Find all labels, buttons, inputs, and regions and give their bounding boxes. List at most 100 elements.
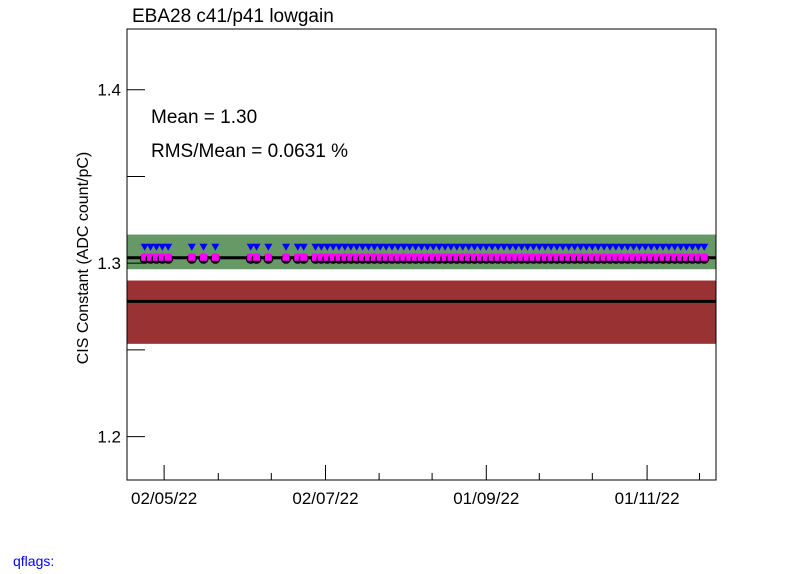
data-point-triangle <box>187 243 196 251</box>
data-point-square <box>553 253 561 261</box>
data-point-square <box>641 253 649 261</box>
data-point-triangle <box>547 243 556 251</box>
data-point-triangle <box>511 243 520 251</box>
data-point-square <box>429 253 437 261</box>
data-point-square <box>329 253 337 261</box>
data-point-triangle <box>488 243 497 251</box>
data-point-triangle <box>552 243 561 251</box>
data-point-triangle <box>694 243 703 251</box>
data-point-triangle <box>393 243 402 251</box>
plot-frame <box>126 28 717 481</box>
y-tick-label: 1.4 <box>97 81 121 100</box>
data-point-square <box>247 253 255 261</box>
data-point-square <box>152 253 160 261</box>
data-point-square <box>406 253 414 261</box>
data-point-triangle <box>452 243 461 251</box>
data-point-square <box>600 253 608 261</box>
y-axis-label: CIS Constant (ADC count/pC) <box>75 152 92 365</box>
data-point-triangle <box>470 243 479 251</box>
qflags-label: qflags: <box>13 553 55 569</box>
data-point-triangle <box>476 243 485 251</box>
x-tick-label: 02/07/22 <box>292 489 358 508</box>
data-point-square <box>347 253 355 261</box>
data-point-square <box>659 253 667 261</box>
data-point-triangle <box>558 243 567 251</box>
data-point-triangle <box>152 243 161 251</box>
data-point-square <box>488 253 496 261</box>
data-point-triangle <box>399 243 408 251</box>
data-point-triangle <box>388 243 397 251</box>
data-point-square <box>200 253 208 261</box>
chart-title: EBA28 c41/p41 lowgain <box>132 6 334 27</box>
data-point-square <box>471 253 479 261</box>
data-point-square <box>506 253 514 261</box>
data-point-square <box>582 253 590 261</box>
data-point-triangle <box>564 243 573 251</box>
data-point-square <box>635 253 643 261</box>
data-point-square <box>688 253 696 261</box>
data-point-square <box>453 253 461 261</box>
data-point-square <box>323 253 331 261</box>
data-point-square <box>335 253 343 261</box>
data-point-triangle <box>211 243 220 251</box>
data-point-square <box>500 253 508 261</box>
data-point-square <box>512 253 520 261</box>
data-point-square <box>317 253 325 261</box>
data-point-triangle <box>282 243 291 251</box>
data-point-square <box>388 253 396 261</box>
band-green <box>127 234 716 270</box>
data-point-square <box>547 253 555 261</box>
data-point-square <box>164 253 172 261</box>
data-point-square <box>677 253 685 261</box>
data-point-triangle <box>435 243 444 251</box>
data-point-triangle <box>482 243 491 251</box>
data-point-triangle <box>299 243 308 251</box>
data-point-square <box>518 253 526 261</box>
data-point-triangle <box>499 243 508 251</box>
x-tick-label: 01/11/22 <box>615 489 680 508</box>
data-point-triangle <box>423 243 432 251</box>
x-tick-label: 02/05/22 <box>131 489 197 508</box>
data-point-square <box>694 253 702 261</box>
data-point-triangle <box>688 243 697 251</box>
data-point-square <box>494 253 502 261</box>
data-point-square <box>382 253 390 261</box>
data-point-square <box>447 253 455 261</box>
data-point-square <box>606 253 614 261</box>
data-point-triangle <box>340 243 349 251</box>
data-point-triangle <box>264 243 273 251</box>
data-point-triangle <box>653 243 662 251</box>
data-point-triangle <box>446 243 455 251</box>
data-point-triangle <box>346 243 355 251</box>
data-point-square <box>459 253 467 261</box>
data-point-triangle <box>164 243 173 251</box>
data-point-triangle <box>529 243 538 251</box>
data-point-triangle <box>411 243 420 251</box>
data-point-square <box>612 253 620 261</box>
data-point-triangle <box>611 243 620 251</box>
data-point-square <box>364 253 372 261</box>
band-red <box>127 280 716 344</box>
data-point-triangle <box>582 243 591 251</box>
data-point-triangle <box>417 243 426 251</box>
data-point-square <box>529 253 537 261</box>
data-point-square <box>412 253 420 261</box>
data-point-triangle <box>600 243 609 251</box>
data-point-square <box>476 253 484 261</box>
data-point-square <box>700 253 708 261</box>
data-point-triangle <box>576 243 585 251</box>
data-point-triangle <box>352 243 361 251</box>
data-point-square <box>353 253 361 261</box>
mean-stat: Mean = 1.30 <box>151 107 257 128</box>
data-point-square <box>535 253 543 261</box>
data-point-square <box>441 253 449 261</box>
data-point-triangle <box>441 243 450 251</box>
data-point-triangle <box>623 243 632 251</box>
data-point-square <box>624 253 632 261</box>
data-point-triangle <box>405 243 414 251</box>
data-point-square <box>559 253 567 261</box>
data-point-triangle <box>317 243 326 251</box>
data-point-triangle <box>246 243 255 251</box>
data-point-square <box>147 253 155 261</box>
